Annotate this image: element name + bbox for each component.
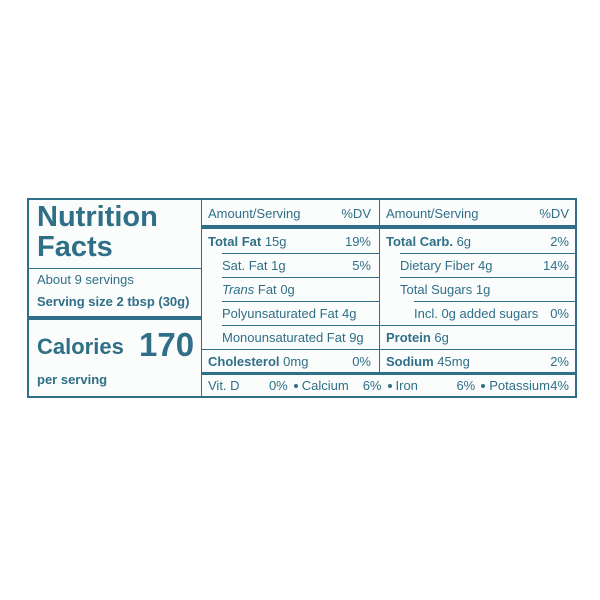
- amount: 6g: [434, 330, 449, 345]
- vitamin-value: 6%: [456, 378, 476, 393]
- amount: 4g: [478, 258, 493, 273]
- nutrient: Polyunsaturated Fat 4g: [222, 306, 356, 321]
- nutrient: Sat. Fat 1g: [222, 258, 286, 273]
- divider: [379, 200, 380, 372]
- rule: [222, 253, 379, 254]
- vitamin-name: Calcium: [301, 378, 349, 393]
- vitamin-value: 0%: [268, 378, 288, 393]
- divider: [201, 200, 202, 396]
- rule: [222, 277, 379, 278]
- column-header: Amount/Serving: [208, 206, 301, 221]
- nutrient-name: Trans: [222, 282, 255, 297]
- amount: 0g: [280, 282, 295, 297]
- nutrient: Cholesterol 0mg: [208, 354, 308, 369]
- amount: 1g: [475, 282, 491, 297]
- nutrient-name: Sodium: [386, 354, 434, 369]
- daily-value: 2%: [550, 354, 569, 369]
- daily-value: 0%: [352, 354, 371, 369]
- nutrient-name: Total Carb.: [386, 234, 453, 249]
- rule: [202, 349, 379, 350]
- daily-value: 0%: [550, 306, 569, 321]
- rule: [222, 325, 379, 326]
- vitamin-value: 4%: [550, 378, 569, 393]
- column-header: %DV: [539, 206, 569, 221]
- nutrient: Total Fat 15g: [208, 234, 287, 249]
- nutrient-name: Fat: [257, 282, 277, 297]
- separator-dot: [387, 384, 392, 388]
- rule: [29, 268, 201, 269]
- amount: 45mg: [437, 354, 470, 369]
- amount: 0mg: [283, 354, 309, 369]
- title: Nutrition Facts: [37, 202, 158, 262]
- nutrient-name: Polyunsaturated Fat: [222, 306, 339, 321]
- title-line: Facts: [37, 231, 113, 263]
- column-header: %DV: [341, 206, 371, 221]
- rule: [380, 325, 577, 326]
- rule: [400, 277, 577, 278]
- vitamin: Calcium 6%: [302, 378, 382, 393]
- rule: [29, 316, 201, 320]
- nutrient: Protein 6g: [386, 330, 449, 345]
- nutrient-name: Total Sugars: [400, 282, 473, 297]
- nutrient: Total Sugars 1g: [400, 282, 490, 297]
- per-serving: per serving: [37, 372, 108, 387]
- amount: 15g: [264, 234, 287, 249]
- nutrient-name: Incl. 0g added sugars: [414, 306, 539, 321]
- nutrient-name: Protein: [386, 330, 431, 345]
- rule: [414, 301, 577, 302]
- nutrition-label: Nutrition Facts About 9 servings Serving …: [27, 198, 577, 398]
- daily-value: 14%: [542, 258, 569, 273]
- nutrient-name: Dietary Fiber: [400, 258, 475, 273]
- amount: 4g: [341, 306, 357, 321]
- nutrient: Monounsaturated Fat 9g: [222, 330, 364, 345]
- daily-value: 2%: [550, 234, 569, 249]
- calories-label: Calories: [37, 334, 124, 359]
- serving-size: Serving size 2 tbsp (30g): [37, 294, 190, 309]
- rule: [380, 225, 577, 229]
- vitamin-name: Potassium: [489, 378, 550, 393]
- rule: [222, 301, 379, 302]
- nutrient: Trans Fat 0g: [222, 282, 295, 297]
- vitamin-name: Iron: [395, 378, 418, 393]
- nutrient: Dietary Fiber 4g: [400, 258, 493, 273]
- vitamin: Vit. D 0%: [208, 378, 288, 393]
- daily-value: 5%: [352, 258, 371, 273]
- rule: [202, 372, 577, 375]
- vitamin-value: 6%: [362, 378, 382, 393]
- vitamin: Iron 6%: [396, 378, 476, 393]
- rule: [202, 225, 379, 229]
- nutrient-name: Monounsaturated Fat: [222, 330, 346, 345]
- nutrient-name: Total Fat: [208, 234, 262, 249]
- vitamin: Potassium 4%: [489, 378, 569, 393]
- amount: 1g: [271, 258, 286, 273]
- separator-dot: [481, 384, 486, 388]
- column-header: Amount/Serving: [386, 206, 479, 221]
- calories-value: 170: [139, 326, 195, 363]
- nutrient: Incl. 0g added sugars: [414, 306, 538, 321]
- daily-value: 19%: [344, 234, 371, 249]
- separator-dot: [293, 384, 298, 388]
- nutrient: Total Carb. 6g: [386, 234, 471, 249]
- amount: 6g: [456, 234, 472, 249]
- rule: [400, 253, 577, 254]
- nutrient-name: Sat. Fat: [222, 258, 268, 273]
- nutrient: Sodium 45mg: [386, 354, 470, 369]
- rule: [380, 349, 577, 350]
- title-line: Nutrition: [37, 201, 158, 233]
- vitamin-name: Vit. D: [208, 378, 240, 393]
- amount: 9g: [349, 330, 364, 345]
- servings: About 9 servings: [37, 272, 134, 287]
- nutrient-name: Cholesterol: [208, 354, 280, 369]
